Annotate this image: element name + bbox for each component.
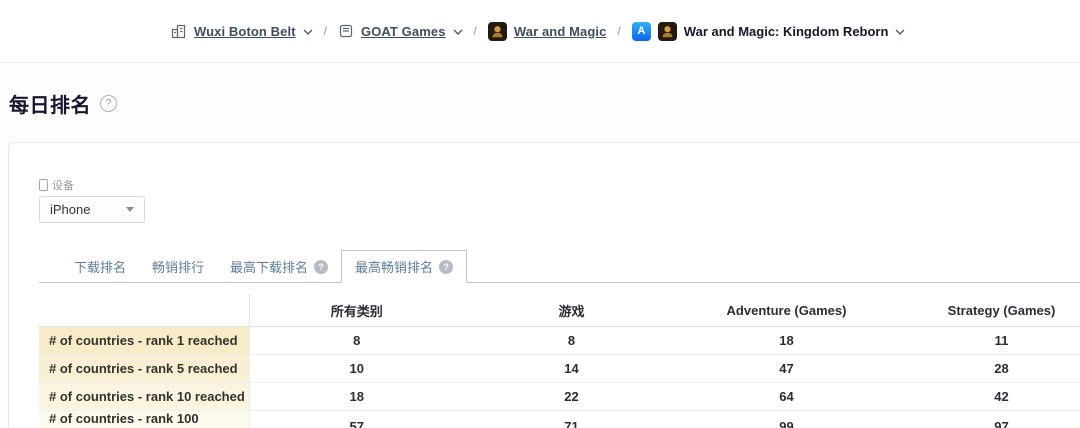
help-icon[interactable]: ? — [314, 259, 329, 274]
breadcrumb: Wuxi Boton Belt / GOAT Games — [170, 21, 906, 41]
help-icon[interactable]: ? — [100, 95, 117, 112]
tab-label: 最高下载排名 — [230, 260, 309, 275]
cell-value: 10 — [249, 354, 464, 383]
breadcrumb-publisher-label[interactable]: GOAT Games — [360, 23, 446, 39]
ranking-tabs: 下载排名 畅销排行 最高下载排名 ? 最高畅销排名 ? — [39, 250, 1080, 283]
tab-label: 畅销排行 — [152, 260, 205, 275]
app-store-icon: A — [631, 21, 651, 41]
caret-down-icon — [126, 207, 134, 212]
breadcrumb-separator: / — [473, 24, 477, 38]
rankings-table: 所有类别 游戏 Adventure (Games) Strategy (Game… — [39, 294, 1080, 428]
row-label: # of countries - rank 10 reached — [39, 382, 250, 411]
cell-value: 97 — [894, 410, 1080, 428]
cell-value: 18 — [249, 382, 464, 411]
war-and-magic-app-icon — [487, 21, 507, 41]
column-header: Strategy (Games) — [894, 294, 1080, 327]
cell-value: 14 — [464, 354, 679, 383]
breadcrumb-unified-app-label[interactable]: War and Magic — [513, 23, 607, 39]
breadcrumb-company-label[interactable]: Wuxi Boton Belt — [194, 23, 296, 39]
cell-value: 11 — [894, 326, 1080, 355]
table-row: # of countries - rank 100 reached 57 71 … — [39, 410, 1080, 428]
device-select-value: iPhone — [50, 202, 91, 217]
tab-download-rank[interactable]: 下载排名 — [61, 250, 139, 283]
breadcrumb-company[interactable]: Wuxi Boton Belt — [170, 23, 313, 40]
table-row: # of countries - rank 1 reached 8 8 18 1… — [39, 326, 1080, 355]
tab-best-grossing-rank[interactable]: 最高畅销排名 ? — [341, 250, 468, 283]
tab-label: 最高畅销排名 — [355, 260, 434, 275]
tab-grossing-rank[interactable]: 畅销排行 — [139, 250, 217, 283]
column-header: 所有类别 — [249, 294, 464, 327]
table-row: # of countries - rank 5 reached 10 14 47… — [39, 354, 1080, 383]
cell-value: 18 — [679, 326, 894, 355]
cell-value: 42 — [894, 382, 1080, 411]
cell-value: 28 — [894, 354, 1080, 383]
column-header: 游戏 — [464, 294, 679, 327]
device-select[interactable]: iPhone — [39, 196, 145, 223]
cell-value: 64 — [679, 382, 894, 411]
device-filter-label-text: 设备 — [52, 180, 74, 192]
cell-value: 71 — [464, 410, 679, 428]
breadcrumb-app[interactable]: A War and Magic: Kingdom Reborn — [631, 21, 906, 41]
tab-label: 下载排名 — [74, 260, 127, 275]
rankings-card: 设备 iPhone 下载排名 畅销排行 最高下载排名 ? 最高畅销排名 ? — [8, 142, 1080, 428]
page-title: 每日排名 — [9, 95, 91, 117]
cell-value: 8 — [464, 326, 679, 355]
chevron-down-icon[interactable] — [453, 29, 463, 35]
column-header: Adventure (Games) — [679, 294, 894, 327]
tab-best-download-rank[interactable]: 最高下载排名 ? — [217, 250, 341, 283]
device-filter-label: 设备 — [39, 177, 1080, 193]
company-building-icon — [170, 23, 187, 40]
publisher-icon — [338, 23, 354, 39]
cell-value: 8 — [249, 326, 464, 355]
title-row: 每日排名 ? — [0, 63, 1080, 118]
device-icon — [39, 179, 48, 191]
war-and-magic-app-icon — [657, 21, 677, 41]
row-label: # of countries - rank 100 reached — [39, 410, 250, 428]
device-filter: 设备 iPhone — [39, 177, 1080, 223]
table-row: # of countries - rank 10 reached 18 22 6… — [39, 382, 1080, 411]
cell-value: 57 — [249, 410, 464, 428]
table-corner-cell — [39, 294, 250, 327]
row-label: # of countries - rank 1 reached — [39, 326, 250, 355]
table-header-row: 所有类别 游戏 Adventure (Games) Strategy (Game… — [39, 294, 1080, 327]
cell-value: 99 — [679, 410, 894, 428]
row-label: # of countries - rank 5 reached — [39, 354, 250, 383]
chevron-down-icon[interactable] — [303, 29, 313, 35]
breadcrumb-app-label[interactable]: War and Magic: Kingdom Reborn — [683, 23, 889, 39]
chevron-down-icon[interactable] — [895, 29, 905, 35]
cell-value: 47 — [679, 354, 894, 383]
top-header: Wuxi Boton Belt / GOAT Games — [0, 0, 1080, 63]
breadcrumb-separator: / — [617, 24, 621, 38]
breadcrumb-separator: / — [323, 24, 327, 38]
help-icon[interactable]: ? — [439, 259, 454, 274]
cell-value: 22 — [464, 382, 679, 411]
breadcrumb-publisher[interactable]: GOAT Games — [338, 23, 463, 39]
breadcrumb-unified-app[interactable]: War and Magic — [487, 21, 607, 41]
